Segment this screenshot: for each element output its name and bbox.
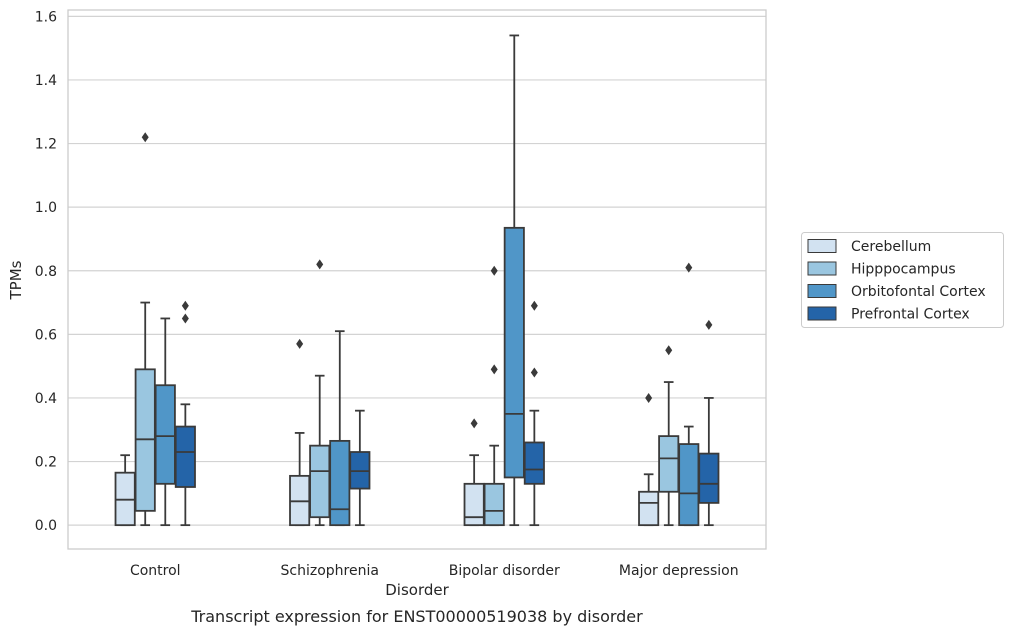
outlier-point [490, 265, 498, 276]
box-body [463, 482, 485, 527]
boxplot [638, 392, 660, 527]
boxplot [503, 34, 525, 527]
legend-label: Orbitofontal Cortex [851, 284, 986, 300]
box-body [523, 441, 545, 485]
box-body [678, 443, 700, 527]
outlier-point [316, 259, 324, 270]
legend: Cerebellum Hipppocampus Orbitofontal Corte… [801, 232, 1004, 328]
y-tick-label: 1.4 [35, 73, 57, 89]
box-body [174, 425, 196, 488]
outlier-point [530, 367, 538, 378]
outlier-point [665, 345, 673, 356]
plot-area-frame [67, 9, 767, 550]
y-tick-label: 0.2 [35, 455, 57, 471]
legend-swatch [807, 284, 837, 298]
boxplot [114, 454, 136, 527]
box-body [698, 452, 720, 504]
box-body [154, 384, 176, 485]
boxplot [483, 265, 505, 527]
legend-label: Hipppocampus [851, 262, 956, 278]
y-tick-label: 0.8 [35, 264, 57, 280]
outlier-point [645, 392, 653, 403]
y-tick-label: 1.6 [35, 9, 57, 25]
x-axis-label: Disorder [385, 581, 449, 599]
legend-swatch [807, 239, 837, 253]
y-tick-label: 1.2 [35, 137, 57, 153]
figure-caption: Transcript expression for ENST0000051903… [190, 607, 643, 626]
legend-swatch [807, 261, 837, 276]
boxplot [349, 409, 371, 527]
boxplot [678, 262, 700, 527]
boxplot [658, 345, 680, 527]
y-tick-labels: 0.0 0.2 0.4 0.6 0.8 1.0 1.2 1.4 1.6 [35, 9, 57, 534]
legend-frame [801, 232, 1004, 328]
outlier-point [181, 300, 189, 311]
x-tick-label: Major depression [619, 563, 739, 579]
box-layer [114, 34, 720, 527]
y-tick-label: 1.0 [35, 200, 57, 216]
box-body [638, 490, 660, 527]
outlier-point [530, 300, 538, 311]
box-body [309, 444, 331, 519]
legend-swatch [807, 306, 837, 321]
box-body [483, 482, 505, 527]
boxplot [329, 330, 351, 527]
boxplot [289, 338, 311, 527]
y-tick-label: 0.0 [35, 518, 57, 534]
box-body [503, 226, 525, 479]
boxplot [463, 418, 485, 527]
outlier-point [141, 132, 149, 143]
box-body [329, 439, 351, 527]
legend-label: Cerebellum [851, 239, 931, 255]
outlier-point [296, 338, 304, 349]
outlier-point [490, 364, 498, 375]
boxplot [154, 317, 176, 527]
box-body [658, 435, 680, 493]
legend-label: Prefrontal Cortex [851, 307, 970, 323]
x-tick-label: Schizophrenia [281, 563, 379, 579]
boxplot [523, 300, 545, 527]
outlier-point [685, 262, 693, 273]
x-tick-label: Bipolar disorder [449, 563, 560, 579]
outlier-point [181, 313, 189, 324]
outlier-point [470, 418, 478, 429]
y-tick-label: 0.4 [35, 391, 57, 407]
boxplot [174, 300, 196, 527]
x-tick-label: Control [130, 563, 181, 579]
x-tick-labels: Control Schizophrenia Bipolar disorder Majo… [130, 563, 739, 579]
boxplot [698, 319, 720, 527]
outlier-point [705, 319, 713, 330]
y-tick-label: 0.6 [35, 327, 57, 343]
y-axis-label: TPMs [7, 260, 25, 300]
